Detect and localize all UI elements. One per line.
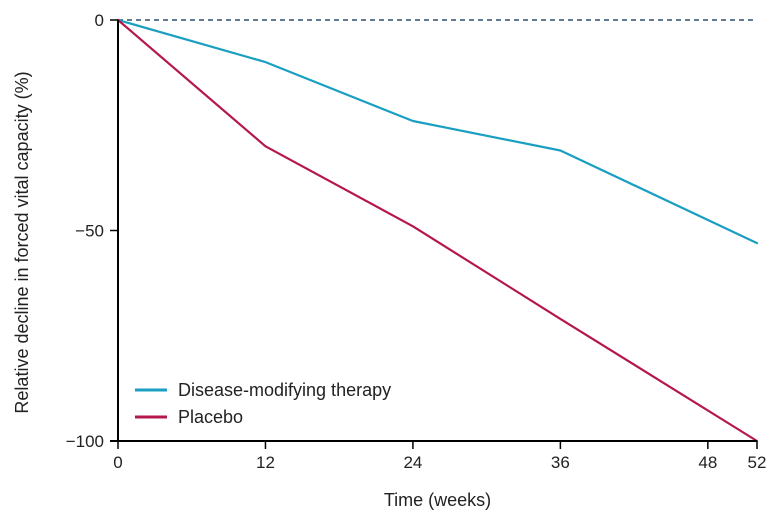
x-tick-label: 0 [113, 453, 122, 472]
series-line-placebo [116, 18, 759, 443]
legend-label: Placebo [178, 407, 243, 427]
series-line-therapy [116, 18, 759, 245]
y-tick-label: 0 [95, 11, 104, 30]
y-tick-label: −100 [66, 432, 104, 451]
y-tick-label: −50 [75, 222, 104, 241]
x-tick-label: 36 [551, 453, 570, 472]
x-tick-label: 52 [748, 453, 767, 472]
y-axis-title: Relative decline in forced vital capacit… [12, 71, 32, 413]
x-tick-label: 24 [403, 453, 422, 472]
x-tick-label: 12 [256, 453, 275, 472]
x-axis-title: Time (weeks) [384, 490, 491, 510]
legend: Disease-modifying therapy Placebo [135, 380, 391, 427]
legend-label: Disease-modifying therapy [178, 380, 391, 400]
x-tick-label: 48 [698, 453, 717, 472]
